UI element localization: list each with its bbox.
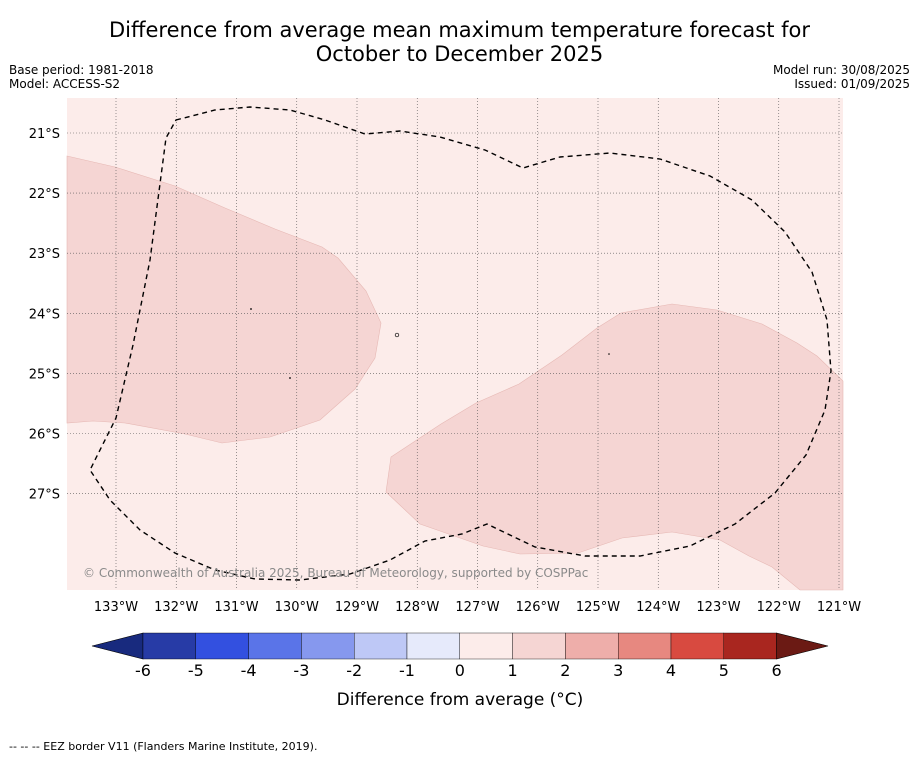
colorbar-tick-label: 1 xyxy=(508,661,518,680)
colorbar-segment xyxy=(406,632,460,660)
colorbar-tick-label: 0 xyxy=(455,661,465,680)
colorbar-segment xyxy=(723,632,777,660)
colorbar-segment xyxy=(195,632,249,660)
island-marker xyxy=(289,377,291,379)
lon-label: 123°W xyxy=(696,600,740,615)
colorbar-tick-label: -4 xyxy=(241,661,257,680)
colorbar-tick-label: -2 xyxy=(346,661,362,680)
island-marker xyxy=(250,308,252,310)
meta-right: Model run: 30/08/2025 Issued: 01/09/2025 xyxy=(773,63,910,91)
lon-label: 129°W xyxy=(335,600,379,615)
lon-label: 132°W xyxy=(154,600,198,615)
longitude-gridlines xyxy=(115,98,840,590)
colorbar-segment xyxy=(142,632,196,660)
model-run: Model run: 30/08/2025 xyxy=(772,63,910,77)
lon-label: 125°W xyxy=(576,600,620,615)
lat-label: 24°S xyxy=(29,307,60,322)
colorbar-tick-label: -6 xyxy=(135,661,151,680)
anomaly-region-east xyxy=(385,303,844,591)
lon-label: 122°W xyxy=(757,600,801,615)
lon-label: 121°W xyxy=(817,600,861,615)
colorbar-tick-label: 2 xyxy=(560,661,570,680)
lat-label: 25°S xyxy=(29,367,60,382)
title-line-2: October to December 2025 xyxy=(315,42,604,66)
colorbar-segment xyxy=(248,632,302,660)
anomaly-region-west xyxy=(66,155,382,444)
colorbar-segment xyxy=(565,632,619,660)
lon-label: 127°W xyxy=(455,600,499,615)
colorbar-tick-label: -1 xyxy=(399,661,415,680)
map-title: Difference from average mean maximum tem… xyxy=(0,18,919,66)
lat-label: 26°S xyxy=(29,428,60,443)
lon-label: 133°W xyxy=(94,600,138,615)
latitude-gridlines xyxy=(67,132,843,494)
longitude-labels: 133°W 132°W 131°W 130°W 129°W 128°W 127°W 126°W… xyxy=(94,600,861,615)
lat-label: 23°S xyxy=(29,247,60,262)
lon-label: 130°W xyxy=(275,600,319,615)
colorbar-tick-label: 6 xyxy=(772,661,782,680)
model-name: Model: ACCESS-S2 xyxy=(9,77,121,91)
lon-label: 124°W xyxy=(636,600,680,615)
colorbar-tick-label: -3 xyxy=(293,661,309,680)
colorbar-label: Difference from average (°C) xyxy=(337,690,584,710)
lon-label: 131°W xyxy=(214,600,258,615)
colorbar-tick-label: 5 xyxy=(719,661,729,680)
colorbar-over-arrow xyxy=(776,632,829,660)
colorbar: -6 -5 -4 -3 -2 -1 0 1 2 3 4 5 6 xyxy=(91,632,829,680)
colorbar-segment xyxy=(354,632,408,660)
meta-left: Base period: 1981-2018 Model: ACCESS-S2 xyxy=(9,63,154,91)
eez-border xyxy=(89,106,832,581)
colorbar-under-arrow xyxy=(91,632,144,660)
colorbar-segment xyxy=(301,632,355,660)
lon-label: 126°W xyxy=(516,600,560,615)
island-marker xyxy=(394,332,400,338)
lon-label: 128°W xyxy=(395,600,439,615)
island-markers xyxy=(250,308,610,379)
island-marker xyxy=(608,353,610,355)
lat-label: 21°S xyxy=(29,127,60,142)
base-period: Base period: 1981-2018 xyxy=(9,63,154,77)
colorbar-segment xyxy=(670,632,724,660)
colorbar-tick-label: 3 xyxy=(613,661,623,680)
lat-label: 22°S xyxy=(29,187,60,202)
colorbar-segment xyxy=(618,632,672,660)
colorbar-segment xyxy=(459,632,513,660)
colorbar-tick-label: -5 xyxy=(188,661,204,680)
lat-label: 27°S xyxy=(29,488,60,503)
title-line-1: Difference from average mean maximum tem… xyxy=(109,18,810,42)
issued-date: Issued: 01/09/2025 xyxy=(794,77,910,91)
colorbar-tick-label: 4 xyxy=(666,661,676,680)
latitude-labels: 21°S 22°S 23°S 24°S 25°S 26°S 27°S xyxy=(29,127,60,503)
copyright-text: © Commonwealth of Australia 2025, Bureau… xyxy=(83,566,588,580)
colorbar-segment xyxy=(512,632,566,660)
map-background xyxy=(67,98,843,590)
eez-legend-note: -- -- -- EEZ border V11 (Flanders Marine… xyxy=(9,740,318,753)
